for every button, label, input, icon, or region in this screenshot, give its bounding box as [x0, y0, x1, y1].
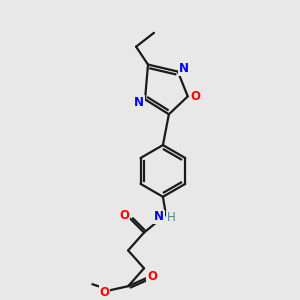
Text: O: O [147, 270, 157, 283]
Text: N: N [154, 210, 164, 223]
Text: O: O [191, 90, 201, 103]
Text: N: N [134, 96, 144, 109]
Text: H: H [167, 211, 175, 224]
Text: O: O [119, 209, 129, 222]
Text: O: O [99, 286, 109, 299]
Text: N: N [179, 62, 189, 75]
